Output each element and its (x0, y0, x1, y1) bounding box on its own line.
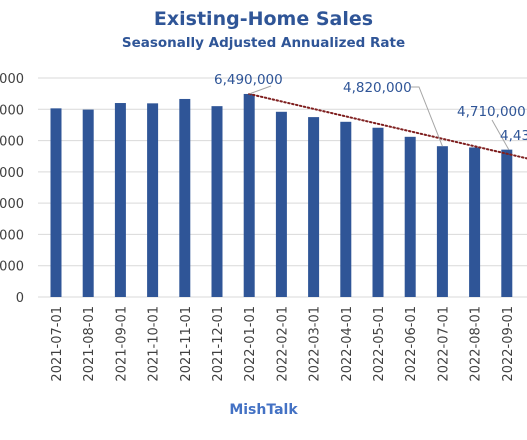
bar (469, 147, 481, 297)
annotation-label: 4,43 (500, 128, 527, 144)
y-tick-label: 000 (0, 72, 24, 87)
annotation-leader (491, 119, 510, 150)
x-tick-label: 2021-11-01 (179, 306, 194, 382)
bar (82, 109, 94, 297)
bar (147, 103, 159, 297)
x-tick-label: 2022-05-01 (372, 306, 387, 382)
x-tick-label: 2021-08-01 (82, 306, 97, 382)
chart-title: Existing-Home Sales (153, 8, 374, 30)
x-tick-label: 2022-03-01 (308, 306, 323, 382)
x-tick-label: 2022-06-01 (404, 306, 419, 382)
y-tick-label: 000 (0, 135, 24, 150)
bar (50, 108, 62, 298)
x-tick-label: 2022-01-01 (243, 306, 258, 382)
x-tick-label: 2022-07-01 (436, 306, 451, 382)
annotation-label: 6,490,000 (214, 72, 283, 88)
bar (372, 127, 384, 297)
bar (340, 121, 352, 297)
x-tick-label: 2022-02-01 (275, 306, 290, 382)
annotation-leader (411, 86, 443, 147)
bar (501, 149, 513, 297)
y-tick-label: 0 (16, 291, 24, 306)
y-tick-label: 000 (0, 197, 24, 212)
bar (243, 93, 255, 297)
x-tick-label: 2021-10-01 (147, 306, 162, 382)
y-tick-label: 000 (0, 228, 24, 243)
x-tick-label: 2022-04-01 (340, 306, 355, 382)
x-tick-label: 2021-07-01 (50, 306, 65, 382)
bar (114, 103, 126, 298)
y-tick-label: 000 (0, 166, 24, 181)
bar (436, 146, 448, 297)
annotation-leader (249, 85, 272, 95)
bar (308, 117, 320, 297)
y-tick-label: 000 (0, 260, 24, 275)
bar (211, 106, 223, 298)
x-tick-label: 2021-09-01 (114, 306, 129, 382)
x-tick-label: 2021-12-01 (211, 306, 226, 382)
bar (404, 136, 416, 297)
y-tick-label: 000 (0, 103, 24, 118)
annotation-label: 4,820,000 (343, 80, 412, 96)
x-tick-label: 2022-09-01 (501, 306, 516, 382)
trendline (248, 92, 527, 160)
annotation-label: 4,710,000 (457, 104, 526, 120)
bar (275, 111, 287, 297)
x-tick-label: 2022-08-01 (469, 306, 484, 382)
chart-subtitle: Seasonally Adjusted Annualized Rate (121, 35, 406, 51)
bar (179, 98, 191, 297)
footer-source: MishTalk (229, 402, 298, 418)
